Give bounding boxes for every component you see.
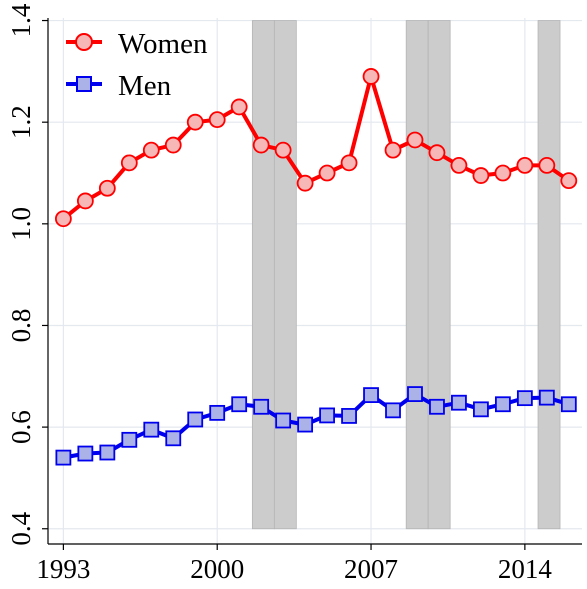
- data-point-women: [384, 141, 402, 159]
- data-point-women: [340, 154, 358, 172]
- data-point-women: [142, 141, 160, 159]
- data-point-women: [230, 98, 248, 116]
- data-point-women: [538, 156, 556, 174]
- data-point-men: [363, 387, 379, 403]
- data-point-men: [319, 407, 335, 424]
- data-point-women: [98, 179, 116, 197]
- data-point-men: [538, 389, 555, 406]
- data-point-women: [472, 167, 490, 184]
- data-point-women: [296, 174, 314, 192]
- data-point-women: [186, 113, 204, 131]
- data-point-men: [473, 401, 489, 418]
- data-point-women: [450, 156, 468, 174]
- recession-band: [537, 20, 561, 530]
- axes: 1993 2000 2007 2014 0.4 0.6 0.8 1.0 1.2 1.4: [6, 3, 582, 584]
- data-point-women: [274, 141, 292, 159]
- data-point-women: [362, 68, 380, 85]
- data-point-women: [120, 154, 138, 172]
- grid: [48, 18, 582, 544]
- series-markers: [54, 68, 578, 466]
- data-point-men: [407, 386, 423, 402]
- data-point-men: [385, 402, 401, 419]
- data-point-men: [55, 449, 72, 466]
- data-point-men: [275, 412, 292, 429]
- y-tick-label: 1.4: [6, 3, 36, 37]
- data-point-men: [429, 398, 445, 415]
- data-point-men: [494, 396, 511, 413]
- legend-swatch-women-marker: [75, 33, 93, 51]
- data-point-men: [143, 421, 160, 438]
- y-tick-label: 0.6: [6, 410, 36, 444]
- data-point-women: [318, 164, 336, 182]
- data-point-men: [341, 408, 357, 424]
- recession-band: [251, 20, 275, 530]
- y-tick-label: 0.4: [6, 511, 36, 545]
- data-point-men: [209, 404, 226, 421]
- data-point-men: [121, 431, 138, 448]
- data-point-men: [77, 445, 94, 462]
- y-tick-label: 1.2: [6, 105, 36, 139]
- recession-band: [427, 20, 451, 530]
- recession-band: [273, 20, 297, 530]
- data-point-men: [297, 416, 314, 433]
- data-point-women: [76, 192, 94, 210]
- data-point-women: [54, 210, 72, 228]
- data-point-men: [451, 394, 467, 411]
- y-tick-label: 1.0: [6, 207, 36, 241]
- data-point-men: [560, 396, 577, 413]
- x-tick-label: 2000: [190, 554, 244, 584]
- data-point-men: [231, 396, 248, 413]
- data-point-men: [187, 411, 204, 428]
- legend-label-women: Women: [118, 28, 208, 60]
- data-point-women: [428, 144, 446, 162]
- plot-area: [48, 18, 582, 544]
- x-tick-label: 1993: [36, 554, 90, 584]
- data-point-women: [406, 131, 424, 149]
- data-point-women: [164, 136, 182, 154]
- x-tick-label: 2014: [498, 554, 553, 584]
- data-point-men: [516, 390, 533, 407]
- legend: Women Men: [66, 28, 208, 102]
- data-point-men: [253, 398, 270, 415]
- data-point-women: [560, 172, 578, 190]
- data-point-women: [516, 156, 534, 174]
- data-point-men: [165, 430, 182, 447]
- data-point-women: [252, 136, 270, 154]
- data-point-women: [494, 164, 512, 182]
- legend-swatch-men-marker: [76, 76, 92, 92]
- legend-label-men: Men: [118, 70, 172, 102]
- recession-band: [405, 20, 429, 530]
- x-tick-label: 2007: [344, 554, 398, 584]
- data-point-men: [99, 444, 116, 461]
- data-point-women: [208, 111, 226, 129]
- y-tick-label: 0.8: [6, 309, 36, 343]
